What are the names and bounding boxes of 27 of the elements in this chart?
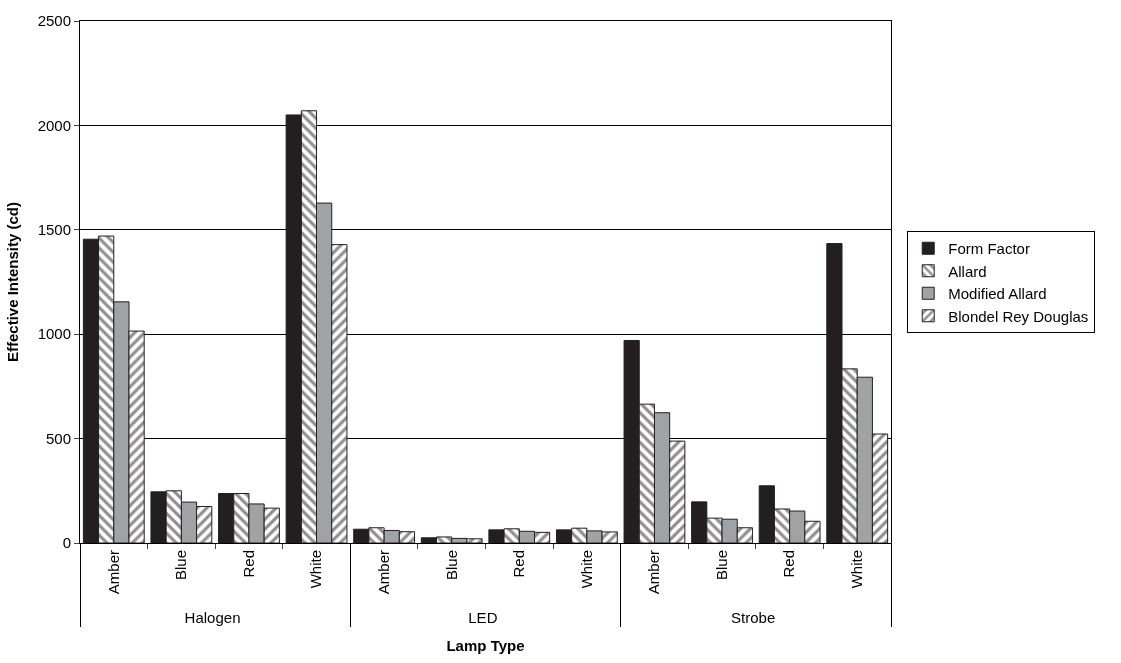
y-tick-label: 2000 xyxy=(37,116,71,134)
x-tick-label: White xyxy=(848,550,866,589)
y-tick-label: 500 xyxy=(45,429,71,447)
x-tick-label: Amber xyxy=(375,550,393,595)
legend-label: Modified Allard xyxy=(948,285,1047,303)
text: Allard xyxy=(948,262,987,280)
text: Blondel Rey Douglas xyxy=(948,307,1089,325)
x-tick-label: Red xyxy=(510,550,528,578)
x-tick-label: Blue xyxy=(172,550,190,581)
text: Halogen xyxy=(184,609,241,627)
x-tick-label: Red xyxy=(780,550,798,578)
x-tick-label: Blue xyxy=(442,550,460,581)
y-tick-label: 2500 xyxy=(37,12,71,30)
text: LED xyxy=(468,609,498,627)
x-tick-label: Red xyxy=(239,550,257,578)
y-tick-label: 1500 xyxy=(37,221,71,239)
y-tick-label: 1000 xyxy=(37,325,71,343)
legend-label: Form Factor xyxy=(948,240,1030,258)
x-tick-label: Blue xyxy=(712,550,730,581)
x-tick-label: White xyxy=(307,550,325,589)
y-axis-title: Effective Intensity (cd) xyxy=(3,201,21,363)
x-tick-label: White xyxy=(577,550,595,589)
x-axis-title: Lamp Type xyxy=(446,637,525,655)
y-tick-label: 0 xyxy=(62,534,71,552)
text: Strobe xyxy=(731,609,776,627)
x-tick-label: Amber xyxy=(104,550,122,595)
x-tick-label: Amber xyxy=(645,550,663,595)
